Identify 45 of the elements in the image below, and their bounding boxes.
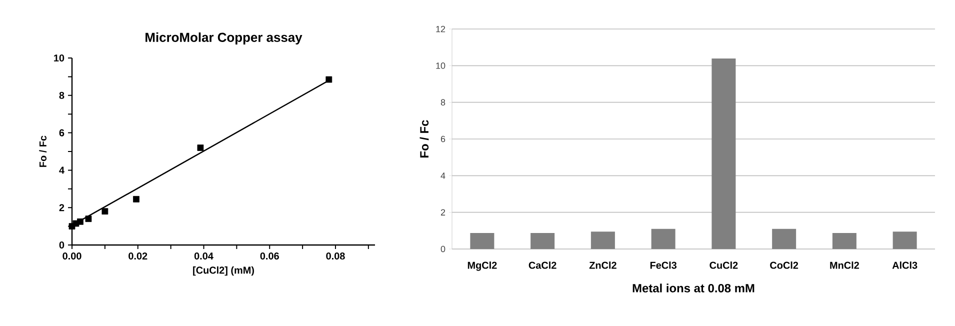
x-tick-label: 0.04 bbox=[194, 252, 214, 260]
x-tick-label: 0.08 bbox=[326, 252, 345, 260]
y-tick-label: 10 bbox=[54, 54, 64, 62]
bar bbox=[832, 233, 856, 249]
x-tick-label: ZnCl2 bbox=[589, 261, 616, 269]
x-tick-label: MnCl2 bbox=[830, 261, 859, 269]
bar bbox=[590, 232, 615, 249]
x-axis-title: [CuCl2] (mM) bbox=[193, 266, 254, 276]
y-tick-label: 0 bbox=[440, 246, 446, 252]
x-tick-label: FeCl3 bbox=[650, 261, 677, 269]
bar bbox=[772, 228, 796, 249]
x-tick-label: CuCl2 bbox=[710, 261, 738, 269]
bar bbox=[470, 233, 494, 249]
bar bbox=[892, 232, 917, 249]
y-tick-label: 4 bbox=[440, 172, 446, 179]
x-axis-title: Metal ions at 0.08 mM bbox=[632, 284, 754, 292]
point bbox=[85, 216, 92, 222]
point bbox=[77, 218, 84, 225]
y-tick-label: 6 bbox=[59, 129, 64, 136]
x-tick-label: 0.06 bbox=[260, 252, 279, 260]
x-tick-label: CaCl2 bbox=[528, 261, 556, 269]
y-tick-label: 12 bbox=[436, 26, 446, 32]
y-tick-label: 6 bbox=[440, 136, 446, 142]
bar bbox=[712, 58, 736, 249]
y-tick-label: 0 bbox=[59, 241, 64, 249]
point bbox=[326, 76, 332, 83]
y-axis-title: Fo / Fc bbox=[420, 120, 429, 158]
point bbox=[197, 144, 204, 151]
x-tick-label: 0.02 bbox=[128, 252, 148, 260]
bar bbox=[651, 228, 676, 249]
y-tick-label: 2 bbox=[440, 209, 446, 216]
point bbox=[102, 208, 108, 215]
x-tick-label: CoCl2 bbox=[770, 261, 798, 269]
x-tick-label: 0.00 bbox=[62, 252, 82, 260]
bar bbox=[530, 233, 555, 249]
y-tick-label: 4 bbox=[59, 166, 64, 174]
y-tick-label: 8 bbox=[440, 99, 446, 106]
chart-title: MicroMolar Copper assay bbox=[146, 32, 302, 45]
y-tick-label: 2 bbox=[59, 204, 64, 212]
y-tick-label: 8 bbox=[59, 92, 64, 99]
y-tick-label: 10 bbox=[436, 62, 446, 69]
point bbox=[133, 196, 140, 202]
y-axis-title: Fo / Fc bbox=[39, 136, 47, 167]
x-tick-label: MgCl2 bbox=[468, 261, 497, 271]
x-tick-label: AlCl3 bbox=[892, 261, 918, 269]
